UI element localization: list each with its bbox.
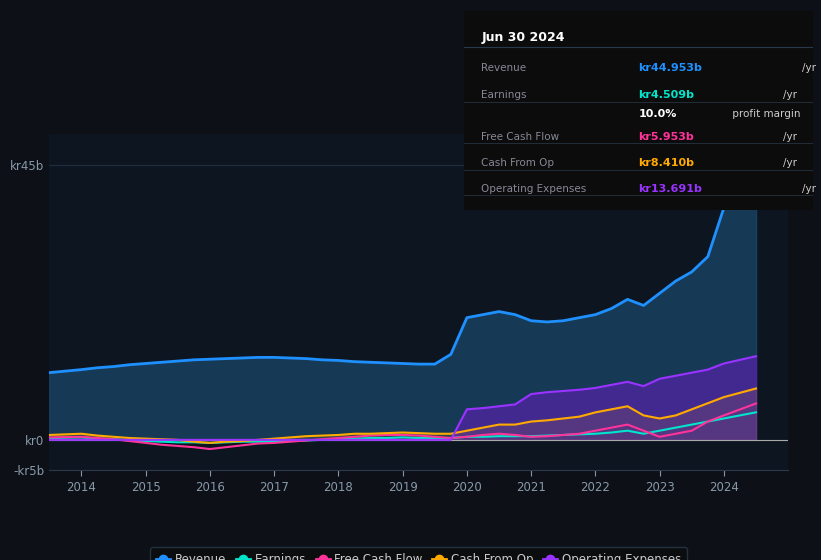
- Text: /yr: /yr: [783, 90, 797, 100]
- Text: Operating Expenses: Operating Expenses: [481, 184, 586, 194]
- Text: Free Cash Flow: Free Cash Flow: [481, 133, 559, 142]
- Text: kr4.509b: kr4.509b: [639, 90, 695, 100]
- Legend: Revenue, Earnings, Free Cash Flow, Cash From Op, Operating Expenses: Revenue, Earnings, Free Cash Flow, Cash …: [150, 547, 687, 560]
- Text: /yr: /yr: [801, 63, 815, 73]
- Text: kr13.691b: kr13.691b: [639, 184, 702, 194]
- Text: Revenue: Revenue: [481, 63, 526, 73]
- Text: 10.0%: 10.0%: [639, 109, 677, 119]
- Text: /yr: /yr: [783, 158, 797, 169]
- Text: /yr: /yr: [783, 133, 797, 142]
- Text: kr8.410b: kr8.410b: [639, 158, 695, 169]
- Text: profit margin: profit margin: [729, 109, 800, 119]
- Text: Cash From Op: Cash From Op: [481, 158, 554, 169]
- Text: /yr: /yr: [801, 184, 815, 194]
- Text: kr44.953b: kr44.953b: [639, 63, 702, 73]
- Text: Earnings: Earnings: [481, 90, 527, 100]
- Text: kr5.953b: kr5.953b: [639, 133, 694, 142]
- Text: Jun 30 2024: Jun 30 2024: [481, 31, 565, 44]
